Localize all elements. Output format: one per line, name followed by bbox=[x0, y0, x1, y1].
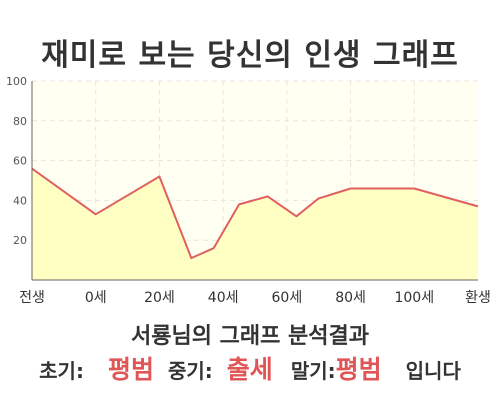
x-tick-label: 40세 bbox=[208, 290, 239, 306]
early-verdict: 평범 bbox=[107, 355, 154, 384]
x-tick-label: 전생 bbox=[19, 290, 45, 306]
chart-title: 재미로 보는 당신의 인생 그래프 bbox=[41, 38, 459, 73]
life-line bbox=[31, 167, 479, 260]
x-tick-label: 0세 bbox=[85, 290, 107, 306]
x-tick-label: 환생 bbox=[465, 290, 491, 306]
analysis-result-line: 초기: 평범 중기: 출세 말기:평범 입니다 bbox=[0, 350, 500, 386]
x-tick-label: 80세 bbox=[335, 290, 366, 306]
analysis-heading: 서룡님의 그래프 분석결과 bbox=[131, 324, 369, 349]
y-tick-label: 80 bbox=[13, 115, 27, 128]
y-tick-label: 40 bbox=[13, 194, 27, 207]
life-area-fill bbox=[32, 168, 478, 280]
late-label: 말기: bbox=[290, 359, 336, 383]
x-tick-label: 60세 bbox=[272, 290, 303, 306]
middle-label: 중기: bbox=[167, 359, 213, 383]
late-verdict: 평범 bbox=[335, 355, 382, 384]
x-tick-label: 100세 bbox=[394, 290, 434, 306]
y-tick-label: 20 bbox=[13, 234, 27, 247]
early-label: 초기: bbox=[39, 359, 84, 383]
result-suffix: 입니다 bbox=[405, 359, 461, 383]
middle-verdict: 출세 bbox=[226, 355, 273, 384]
x-tick-label: 20세 bbox=[144, 290, 175, 306]
y-tick-label: 60 bbox=[13, 155, 27, 168]
y-tick-label: 100 bbox=[6, 75, 27, 88]
